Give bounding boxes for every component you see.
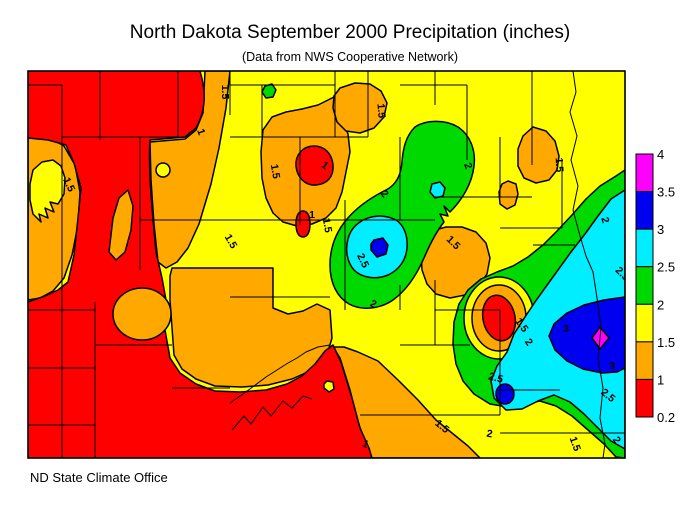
map-fill-layer: 1.511.51.5 11.511.51.5222.521.51.522.5331… xyxy=(28,71,625,458)
fill-orange-ne-blob xyxy=(517,126,560,184)
legend-band-1-1.5 xyxy=(635,341,654,380)
legend-level-label: 2.5 xyxy=(657,260,675,275)
legend-level-label: 4 xyxy=(657,147,664,162)
legend-level-label: 1 xyxy=(657,372,664,387)
svg-text:1.5: 1.5 xyxy=(567,435,583,453)
fill-yellow-dot-center xyxy=(155,162,171,178)
legend-level-label: 2 xyxy=(657,297,664,312)
legend-colorbar: 4 3.5 3 2.5 2 1.5 1 0.2 xyxy=(635,147,675,425)
fill-cyan-dot xyxy=(429,181,446,199)
legend-level-label: 0.2 xyxy=(657,410,675,425)
svg-text:1.5: 1.5 xyxy=(268,163,282,180)
svg-text:1: 1 xyxy=(360,438,371,451)
fill-blue-se xyxy=(548,296,625,374)
svg-text:1: 1 xyxy=(319,159,331,172)
svg-text:1.5: 1.5 xyxy=(553,157,566,172)
svg-text:1.5: 1.5 xyxy=(320,217,334,234)
fill-blue-central-core xyxy=(370,237,389,258)
fill-orange-band-wedge xyxy=(108,189,134,261)
fill-red-topcenter-blob xyxy=(295,145,334,186)
fill-orange-top-blob xyxy=(332,82,388,134)
svg-text:3: 3 xyxy=(563,323,569,335)
legend-band-0.2-1 xyxy=(635,378,654,418)
svg-text:1: 1 xyxy=(194,127,207,137)
fill-red-topcenter-spot xyxy=(295,210,311,238)
svg-text:2: 2 xyxy=(522,336,535,348)
legend-band-2.5-3 xyxy=(635,228,654,268)
svg-text:1: 1 xyxy=(309,209,315,221)
county-lines xyxy=(28,71,625,458)
svg-text:2: 2 xyxy=(368,298,379,311)
fill-blue-se-dot xyxy=(495,383,515,405)
legend-band-2-2.5 xyxy=(635,266,654,305)
svg-text:2: 2 xyxy=(486,428,494,441)
svg-text:2: 2 xyxy=(461,161,474,171)
legend-band-1.5-2 xyxy=(635,303,654,343)
legend-band-3-3.5 xyxy=(635,191,654,230)
fill-yellow-dot-south xyxy=(323,380,335,393)
svg-text:1.5: 1.5 xyxy=(60,176,77,194)
map-border xyxy=(27,70,626,459)
fill-orange-sw-blob xyxy=(112,287,172,341)
fill-red-se-blob xyxy=(481,294,517,342)
page-title: North Dakota September 2000 Precipitatio… xyxy=(129,22,571,43)
page-subtitle: (Data from NWS Cooperative Network) xyxy=(241,50,459,64)
legend-band-3.5-4 xyxy=(635,153,654,193)
fill-yellow-west-blob xyxy=(29,159,66,223)
svg-text:2: 2 xyxy=(598,216,611,225)
credit-text: ND State Climate Office xyxy=(30,470,168,485)
svg-text:3: 3 xyxy=(609,360,615,372)
fill-orange-ne-spot xyxy=(498,180,519,210)
svg-text:1.5: 1.5 xyxy=(374,103,387,119)
legend-level-label: 1.5 xyxy=(657,335,675,350)
svg-text:1.5: 1.5 xyxy=(219,85,231,100)
svg-text:2: 2 xyxy=(610,434,623,446)
svg-text:2.5: 2.5 xyxy=(487,370,504,385)
svg-text:2.5: 2.5 xyxy=(354,252,371,270)
legend-level-label: 3.5 xyxy=(657,185,675,200)
fill-cyan-se xyxy=(490,189,625,450)
legend-level-label: 3 xyxy=(657,222,664,237)
